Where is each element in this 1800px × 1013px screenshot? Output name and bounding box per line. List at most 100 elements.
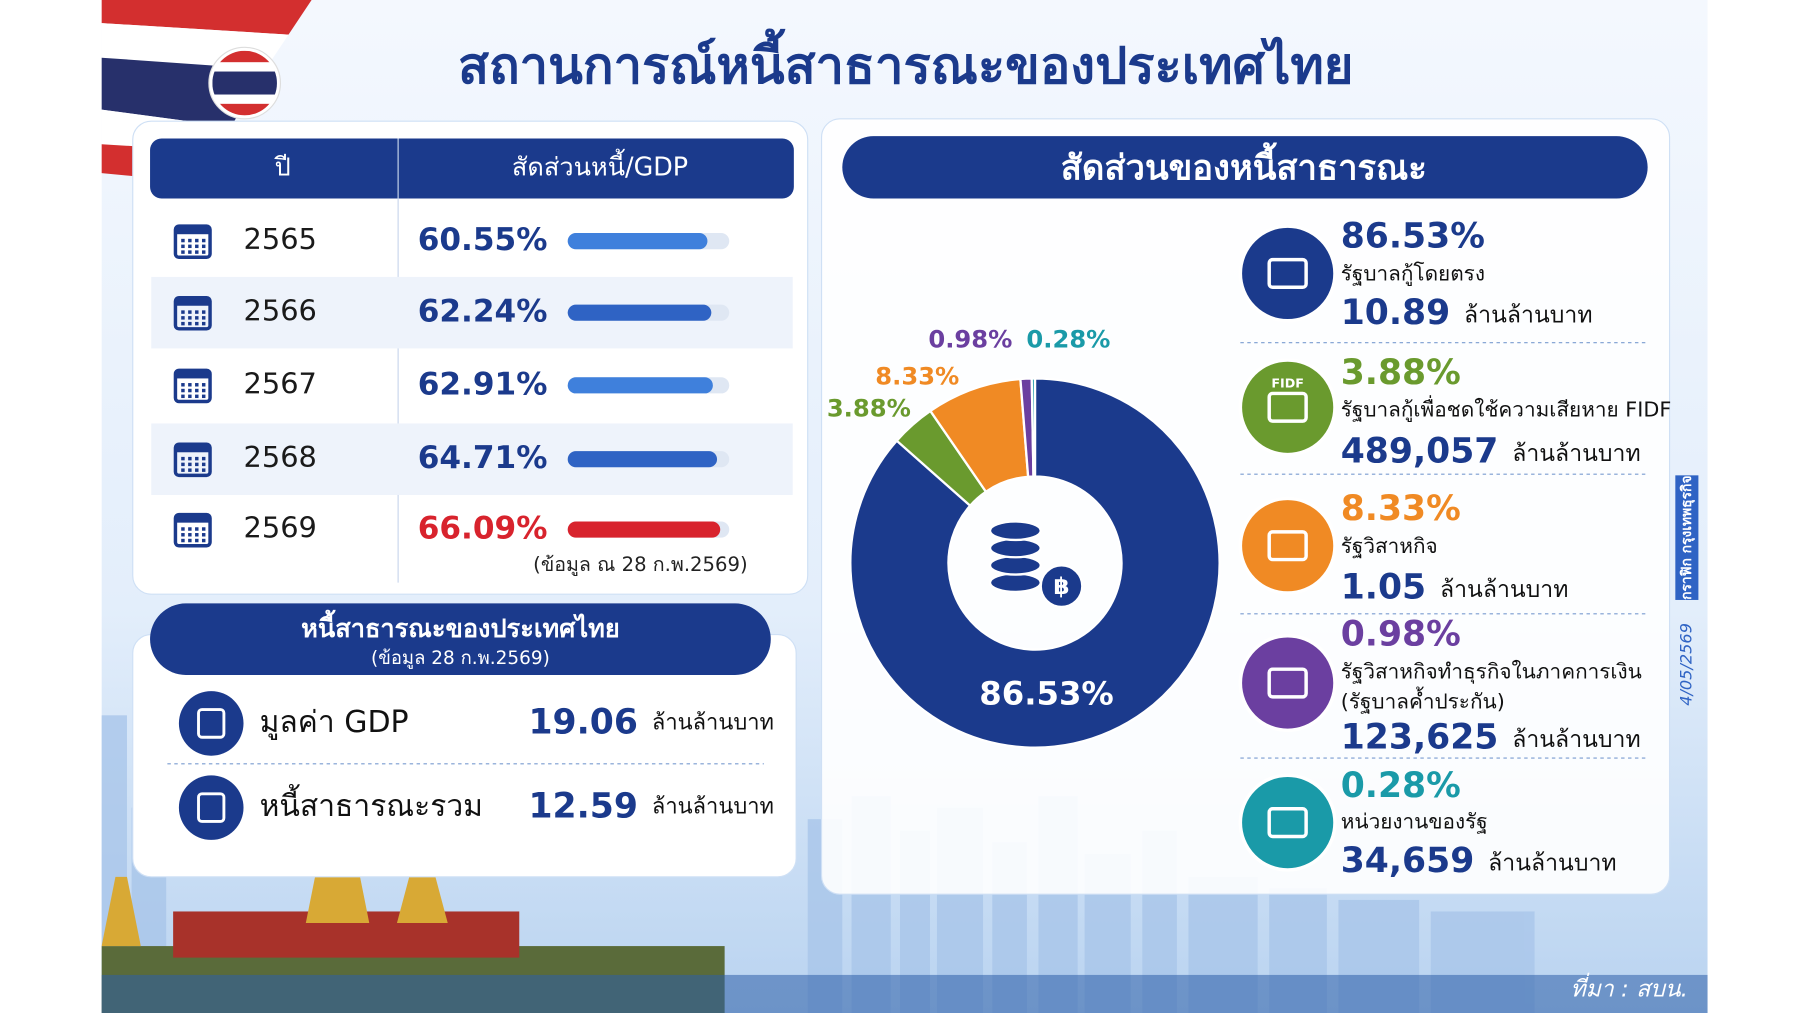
calendar-icon <box>195 316 199 320</box>
legend-icon <box>1238 358 1337 457</box>
calendar-icon <box>201 456 206 461</box>
summary-header <box>150 603 771 675</box>
slice-label: 86.53% <box>979 675 1114 713</box>
legend-label: หน่วยงานของรัฐ <box>1341 810 1488 834</box>
calendar-icon <box>181 462 185 467</box>
calendar-icon <box>201 316 206 320</box>
coin-icon <box>1039 564 1084 609</box>
coin-icon <box>988 572 1042 594</box>
calendar-icon <box>181 527 185 531</box>
calendar-icon <box>181 456 185 461</box>
summary-icon <box>197 792 226 823</box>
calendar-icon <box>175 370 211 379</box>
calendar-icon <box>181 533 185 537</box>
legend-label: รัฐบาลกู้เพื่อชดใช้ความเสียหาย FIDF <box>1341 396 1672 423</box>
legend-icon <box>1267 391 1308 423</box>
legend-icon <box>1267 807 1308 839</box>
calendar-icon <box>195 310 199 314</box>
calendar-icon <box>201 250 206 254</box>
summary-value: 19.06 <box>528 702 637 742</box>
calendar-icon <box>175 297 211 306</box>
calendar-icon <box>188 394 192 399</box>
slice-label: 0.28% <box>1026 325 1110 353</box>
column-header: สัดส่วนหนี้/GDP <box>512 148 688 181</box>
summary-subtitle: (ข้อมูล 28 ก.พ.2569) <box>371 648 550 669</box>
ratio-label: 60.55% <box>418 222 548 258</box>
credit-box <box>1675 475 1699 600</box>
legend-icon <box>1238 496 1337 595</box>
calendar-icon <box>201 388 206 393</box>
year: 2565 <box>244 222 317 256</box>
calendar-icon <box>195 238 199 243</box>
calendar-icon <box>201 244 206 249</box>
calendar-icon <box>188 462 192 467</box>
legend-icon <box>1238 633 1337 733</box>
summary-icon <box>178 775 244 840</box>
calendar-icon <box>195 244 199 249</box>
bar <box>567 377 713 394</box>
legend-icon <box>1267 257 1308 290</box>
calendar-icon <box>188 388 192 393</box>
year: 2567 <box>244 366 317 400</box>
calendar-icon <box>175 514 211 523</box>
calendar-icon <box>195 383 199 387</box>
calendar-icon <box>188 244 192 249</box>
bar <box>567 451 718 468</box>
calendar-icon <box>181 394 185 399</box>
bar <box>567 233 708 250</box>
pie-slice <box>849 377 1221 749</box>
calendar-icon <box>201 533 206 537</box>
summary-icon <box>178 691 244 756</box>
legend-percent: 0.28% <box>1341 766 1461 806</box>
calendar-icon <box>201 468 206 472</box>
legend-label: รัฐวิสาหกิจทำธุรกิจในภาคการเงิน <box>1341 660 1642 685</box>
legend: 86.53% รัฐบาลกู้โดยตรง 10.89 ล้านล้านบาท FID… <box>1238 217 1672 881</box>
calendar-icon <box>181 538 185 543</box>
legend-amount: 10.89 <box>1341 293 1450 333</box>
date: 4/05/2569 <box>1676 623 1695 706</box>
legend-unit: ล้านล้านบาท <box>1440 577 1569 603</box>
calendar-icon <box>195 388 199 393</box>
slice-label: 0.98% <box>928 325 1012 353</box>
calendar-icon <box>188 456 192 461</box>
calendar-icon <box>188 250 192 254</box>
calendar-icon <box>188 468 192 472</box>
legend-label: รัฐวิสาหกิจ <box>1341 534 1438 558</box>
credit: กราฟิก กรุงเทพธุรกิจ <box>1679 475 1695 599</box>
calendar-icon <box>195 527 199 531</box>
calendar-icon <box>201 238 206 243</box>
calendar-icon <box>181 321 185 326</box>
calendar-icon <box>195 321 199 326</box>
table-rows: 2565 60.55% 2566 62.24% 2567 62.91% 2568 64.71%… <box>151 222 793 548</box>
calendar-icon <box>188 538 192 543</box>
calendar-icon <box>181 310 185 314</box>
ratio-label: 62.91% <box>418 366 548 402</box>
calendar-icon <box>201 383 206 387</box>
summary-rows: มูลค่า GDP 19.06 ล้านล้านบาทหนี้สาธารณะรวม… <box>178 691 774 840</box>
year: 2568 <box>244 440 317 474</box>
calendar-icon <box>188 321 192 326</box>
calendar-icon <box>195 250 199 254</box>
pie-header <box>842 136 1648 199</box>
column-header: ปี <box>274 151 290 181</box>
pie-title: สัดส่วนของหนี้สาธารณะ <box>1061 142 1427 189</box>
legend-amount: 123,625 <box>1341 717 1499 757</box>
legend-percent: 3.88% <box>1341 353 1461 393</box>
calendar-icon <box>175 226 211 235</box>
legend-percent: 86.53% <box>1341 217 1485 257</box>
legend-unit: ล้านล้านบาท <box>1488 851 1617 877</box>
slice-label: 8.33% <box>875 362 959 390</box>
calendar-icon <box>181 316 185 320</box>
pie-slice <box>1030 377 1037 478</box>
calendar-icon <box>188 527 192 531</box>
ratio-label: 62.24% <box>418 294 548 330</box>
calendar-icon <box>195 468 199 472</box>
source: ที่มา : สบน. <box>1570 972 1688 1002</box>
icon-label: FIDF <box>1271 376 1304 391</box>
calendar-icon <box>181 468 185 472</box>
legend-percent: 8.33% <box>1341 489 1461 529</box>
ratio-label: 66.09% <box>418 511 548 547</box>
flag-badge <box>208 46 282 120</box>
